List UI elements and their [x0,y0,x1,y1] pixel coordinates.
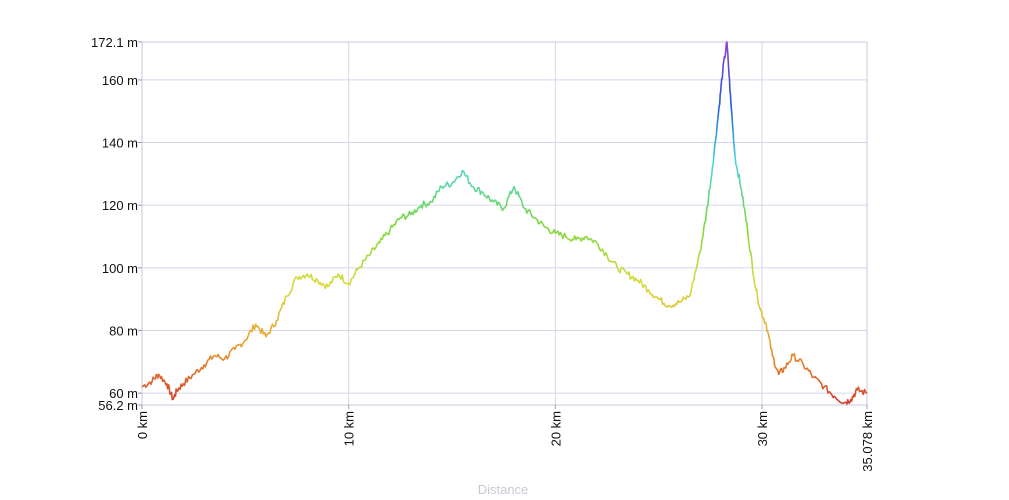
x-tick-label: 35.078 km [860,411,875,472]
y-tick-label: 172.1 m [91,35,138,50]
y-tick-label: 140 m [102,136,138,151]
elevation-line [141,41,868,405]
y-tick-label: 80 m [109,323,138,338]
x-tick-label: 10 km [342,411,357,446]
y-tick-label: 100 m [102,261,138,276]
x-axis-ticks: 0 km 10 km 20 km 30 km 35.078 km [135,405,875,472]
y-tick-label: 120 m [102,198,138,213]
y-tick-label: 160 m [102,73,138,88]
x-axis-title: Distance [478,482,529,497]
plot-frame [141,41,868,406]
x-tick-label: 30 km [755,411,770,446]
grid-lines [141,41,868,406]
x-tick-label: 20 km [548,411,563,446]
x-tick-label: 0 km [135,411,150,439]
y-tick-label: 60 m [109,386,138,401]
y-axis-ticks: 56.2 m60 m 80 m 100 m 120 m 140 m 160 m 172.1 … [91,35,142,413]
y-tick-label: 56.2 m [98,398,138,413]
